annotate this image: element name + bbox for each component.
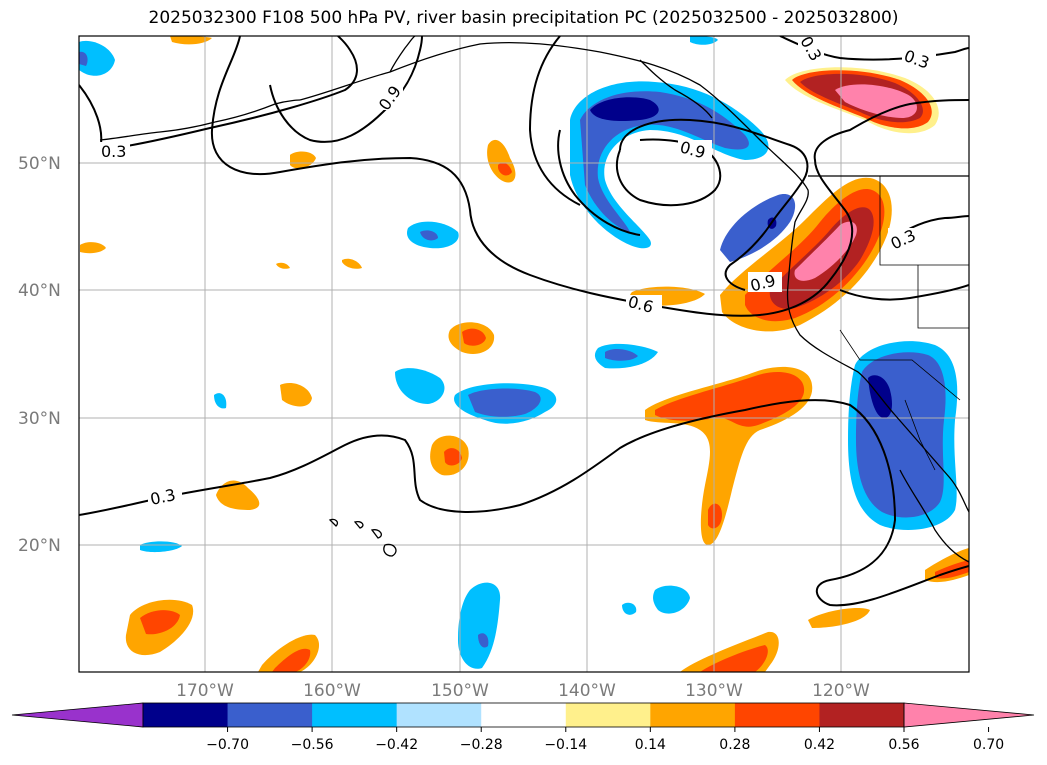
lon-label: 160°W — [303, 681, 361, 701]
colorbar-segment — [396, 703, 482, 727]
map-content: 0.3 0.9 0.3 0.9 0.3 0.9 0.3 0.6 0.3 — [79, 36, 969, 672]
colorbar-segment — [227, 703, 313, 727]
positive-anomaly-region — [462, 328, 486, 346]
negative-anomaly-region — [590, 97, 659, 121]
positive-anomaly-region — [708, 503, 722, 529]
contour-label: 0.3 — [148, 485, 177, 509]
negative-anomaly-region — [395, 368, 445, 404]
colorbar: −0.70 −0.56 −0.42 −0.28 −0.14 0.14 0.28 0.42 0.5… — [11, 702, 1035, 753]
negative-anomaly-region — [653, 585, 690, 614]
negative-anomaly-region — [140, 541, 182, 553]
positive-anomaly-region — [216, 480, 260, 510]
colorbar-segment — [143, 703, 229, 727]
colorbar-segment — [481, 703, 567, 727]
colorbar-tick-label: −0.28 — [460, 737, 503, 753]
contour-label: 0.3 — [101, 142, 126, 161]
positive-anomaly-region — [444, 448, 462, 466]
positive-anomaly-region — [290, 151, 316, 169]
colorbar-tick-label: 0.14 — [635, 737, 666, 753]
colorbar-ticks: −0.70 −0.56 −0.42 −0.28 −0.14 0.14 0.28 0.42 0.5… — [206, 727, 1004, 753]
colorbar-segment — [650, 703, 736, 727]
positive-anomaly-region — [342, 258, 362, 269]
colorbar-tick-label: 0.70 — [973, 737, 1004, 753]
colorbar-segments — [143, 703, 905, 727]
lat-label: 40°N — [18, 281, 61, 301]
longitude-labels: 170°W 160°W 150°W 140°W 130°W 120°W — [176, 681, 870, 701]
negative-anomaly-region — [720, 194, 796, 262]
colorbar-tick-label: −0.14 — [544, 737, 587, 753]
positive-anomaly-region — [272, 648, 311, 672]
lat-label: 20°N — [18, 536, 61, 556]
positive-anomaly-region — [498, 162, 512, 176]
lat-label: 50°N — [18, 154, 61, 174]
positive-anomaly-region — [170, 36, 212, 45]
positive-anomaly-region — [700, 645, 768, 672]
negative-anomaly-region — [690, 36, 718, 45]
colorbar-tick-label: −0.56 — [291, 737, 334, 753]
coastlines — [99, 36, 969, 563]
colorbar-segment — [819, 703, 905, 727]
positive-anomaly-region — [276, 262, 290, 269]
colorbar-outline — [142, 702, 905, 728]
negative-anomaly-region — [605, 349, 638, 361]
latitude-labels: 50°N 40°N 30°N 20°N — [18, 154, 61, 556]
lon-label: 130°W — [685, 681, 743, 701]
pv-contours — [79, 36, 969, 607]
colorbar-over-arrow — [903, 702, 1035, 728]
colorbar-tick-label: 0.56 — [888, 737, 919, 753]
negative-anomaly-region — [79, 40, 115, 76]
colorbar-tick-label: 0.28 — [719, 737, 750, 753]
positive-anomaly-region — [280, 382, 312, 407]
colorbar-segment — [312, 703, 398, 727]
positive-anomaly-region — [835, 84, 917, 118]
colorbar-tick-label: −0.42 — [375, 737, 418, 753]
graticule — [79, 36, 969, 672]
colorbar-under-arrow — [11, 702, 144, 728]
positive-anomaly-region — [655, 372, 805, 427]
colorbar-segment — [565, 703, 651, 727]
negative-anomaly-region — [478, 633, 489, 648]
lon-label: 170°W — [176, 681, 234, 701]
negative-anomaly-region — [79, 51, 88, 66]
lon-label: 120°W — [812, 681, 870, 701]
positive-anomaly-region — [140, 610, 180, 635]
contour-label-group: 0.3 0.9 0.3 0.9 0.3 0.9 0.3 0.6 0.3 — [98, 36, 936, 509]
positive-anomaly-region — [80, 242, 106, 254]
negative-anomaly-region — [580, 91, 749, 232]
lon-label: 150°W — [431, 681, 489, 701]
colorbar-tick-label: 0.42 — [804, 737, 835, 753]
lon-label: 140°W — [558, 681, 616, 701]
map-frame — [78, 35, 970, 673]
negative-anomaly-region — [622, 602, 637, 615]
negative-anomaly-region — [214, 393, 227, 409]
negative-anomaly-region — [420, 230, 438, 241]
lat-label: 30°N — [18, 409, 61, 429]
negative-anomaly-region — [458, 582, 501, 669]
colorbar-segment — [734, 703, 820, 727]
negative-anomaly-region — [468, 388, 541, 417]
map-title: 2025032300 F108 500 hPa PV, river basin … — [148, 8, 899, 28]
colorbar-tick-label: −0.70 — [206, 737, 249, 753]
map-panel — [79, 36, 969, 672]
positive-anomaly-region — [808, 608, 870, 628]
